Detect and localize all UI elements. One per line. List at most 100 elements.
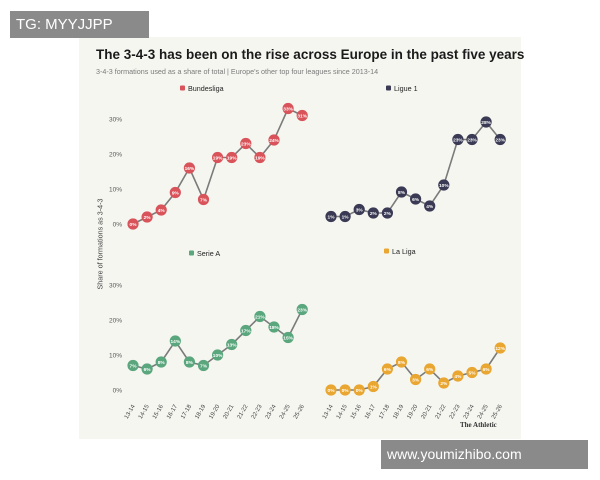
data-point <box>282 102 294 115</box>
data-label: 2% <box>144 215 152 221</box>
data-point <box>240 324 252 337</box>
data-point <box>282 331 294 344</box>
data-point <box>169 335 181 347</box>
data-label: 0% <box>342 388 350 394</box>
data-label: 23% <box>467 137 477 143</box>
legend-swatch <box>384 248 389 254</box>
data-point <box>438 179 450 191</box>
chart-card <box>79 37 521 439</box>
x-tick-label: 19-20 <box>406 403 419 420</box>
data-label: 10% <box>439 183 449 189</box>
y-tick-label: 10% <box>109 353 122 360</box>
data-label: 1% <box>328 214 336 220</box>
data-label: 1% <box>370 384 378 390</box>
data-point <box>381 207 393 219</box>
data-point <box>339 384 351 396</box>
data-point <box>183 162 195 174</box>
data-label: 23% <box>495 137 505 143</box>
data-label: 4% <box>158 208 166 214</box>
data-point <box>325 210 337 223</box>
legend-label: Bundesliga <box>188 84 224 93</box>
data-point <box>480 116 492 128</box>
data-point <box>367 207 379 219</box>
data-point <box>395 356 408 368</box>
data-label: 23% <box>241 141 251 147</box>
data-point <box>155 204 167 216</box>
x-tick-label: 25-26 <box>491 403 504 420</box>
y-tick-label: 20% <box>109 152 122 159</box>
data-point <box>424 200 436 212</box>
x-tick-label: 17-18 <box>180 403 193 420</box>
data-point <box>141 211 153 223</box>
data-label: 8% <box>158 360 166 366</box>
data-label: 14% <box>170 339 180 345</box>
chart-title: The 3-4-3 has been on the rise across Eu… <box>96 47 525 62</box>
data-point <box>466 133 478 146</box>
data-label: 2% <box>440 381 448 387</box>
watermark-bottom-right: www.youmizhibo.com <box>381 440 588 469</box>
legend-label: Serie A <box>197 249 220 258</box>
credit-logo: The Athletic <box>460 421 497 429</box>
x-tick-label: 15-16 <box>350 403 363 420</box>
data-label: 6% <box>412 197 420 203</box>
data-label: 19% <box>227 155 237 161</box>
data-label: 6% <box>144 367 152 373</box>
data-label: 2% <box>370 211 378 217</box>
data-point <box>127 359 139 372</box>
data-point <box>381 363 393 375</box>
data-label: 5% <box>469 370 477 376</box>
data-label: 24% <box>269 138 279 144</box>
data-point <box>197 193 210 206</box>
data-point <box>254 151 266 164</box>
data-label: 9% <box>172 190 180 196</box>
data-point <box>466 366 478 379</box>
x-tick-label: 17-18 <box>378 403 391 420</box>
x-tick-label: 24-25 <box>279 403 292 420</box>
data-point <box>226 338 238 351</box>
data-label: 0% <box>356 388 364 394</box>
data-point <box>353 384 365 396</box>
data-point <box>410 193 422 205</box>
x-tick-label: 21-22 <box>435 403 448 420</box>
data-point <box>141 363 153 375</box>
data-label: 13% <box>227 342 237 348</box>
data-point <box>339 210 351 223</box>
y-tick-label: 10% <box>109 187 122 194</box>
data-point <box>494 133 506 146</box>
data-label: 8% <box>186 360 194 366</box>
data-label: 18% <box>269 325 279 331</box>
x-tick-label: 14-15 <box>336 403 349 420</box>
data-point <box>494 342 506 354</box>
data-point <box>212 151 224 164</box>
x-tick-label: 19-20 <box>208 403 221 420</box>
x-tick-label: 23-24 <box>463 403 476 420</box>
watermark-top-left: TG: MYYJJPP <box>10 11 149 38</box>
legend-label: Ligue 1 <box>394 84 418 93</box>
data-label: 0% <box>328 388 336 394</box>
x-tick-label: 13-14 <box>124 403 137 420</box>
data-label: 23% <box>453 137 463 143</box>
y-tick-label: 0% <box>113 388 123 395</box>
x-tick-label: 21-22 <box>237 403 250 420</box>
data-point <box>296 303 308 316</box>
legend-swatch <box>386 85 391 91</box>
data-label: 8% <box>398 190 406 196</box>
data-label: 1% <box>342 214 350 220</box>
x-tick-label: 23-24 <box>265 403 278 420</box>
data-point <box>240 137 252 150</box>
data-label: 3% <box>356 207 364 213</box>
data-point <box>395 186 408 198</box>
x-tick-label: 20-21 <box>421 403 434 420</box>
data-label: 19% <box>213 155 223 161</box>
x-tick-label: 22-23 <box>251 403 264 420</box>
x-tick-label: 13-14 <box>322 403 335 420</box>
y-tick-label: 30% <box>109 283 122 290</box>
data-label: 6% <box>384 367 392 373</box>
x-tick-label: 20-21 <box>223 403 236 420</box>
data-label: 7% <box>200 363 208 369</box>
data-label: 31% <box>297 113 307 119</box>
data-label: 15% <box>283 335 293 341</box>
data-label: 28% <box>481 120 491 126</box>
data-label: 21% <box>255 314 265 320</box>
